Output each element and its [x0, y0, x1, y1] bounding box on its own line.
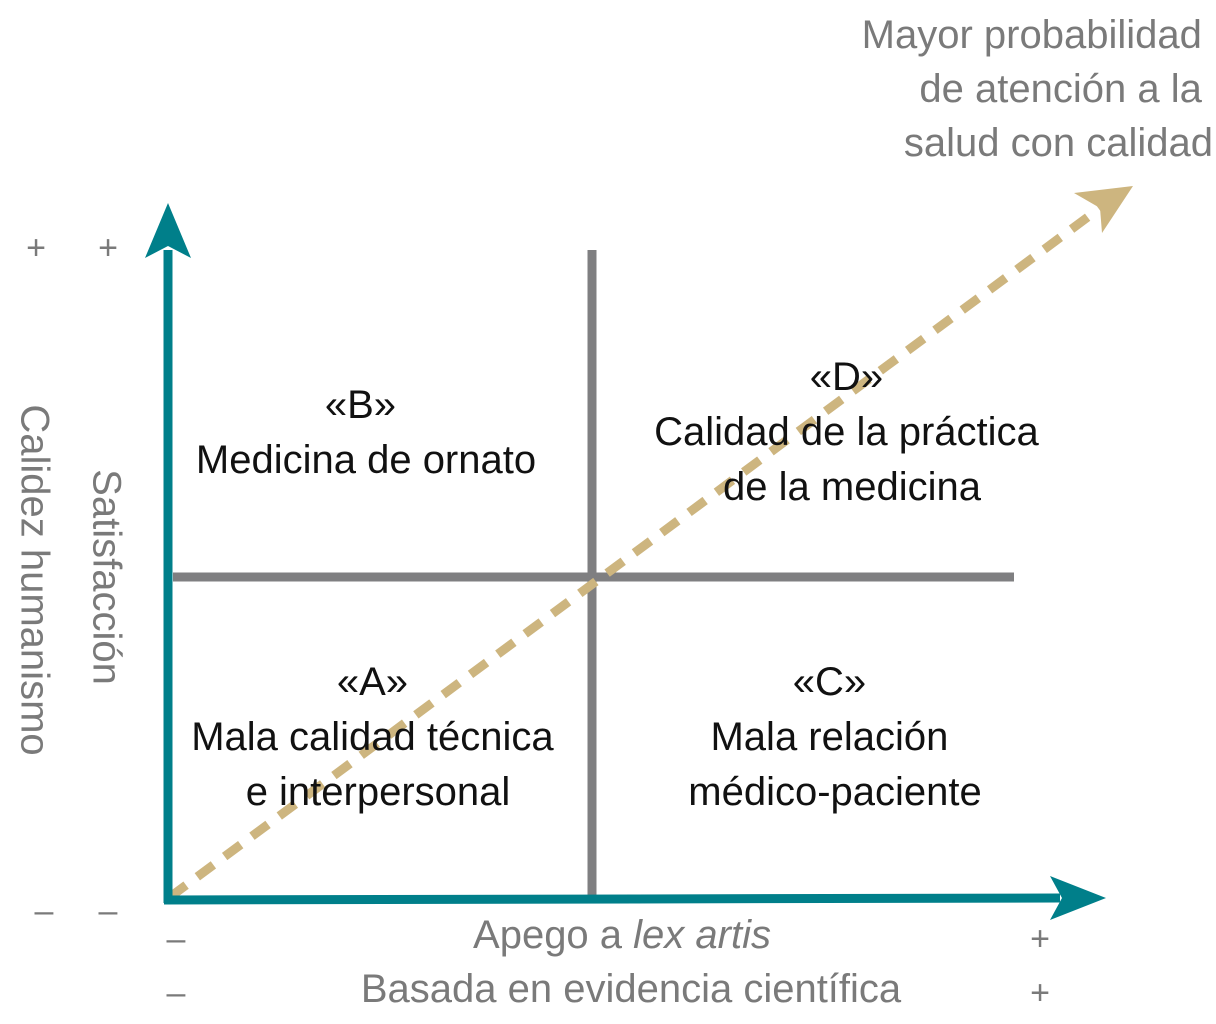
quadrant-a-line-1: Mala calidad técnica: [191, 715, 554, 759]
x-axis-line: [163, 893, 1061, 905]
y-outer-high-sign: +: [26, 229, 46, 267]
y-inner-low-sign: –: [99, 892, 118, 930]
quality-trend-arrowhead: [1074, 186, 1133, 233]
quadrant-c-tag: «C»: [793, 660, 866, 704]
y-outer-low-sign: –: [35, 892, 54, 930]
x-label2-high-sign: +: [1030, 974, 1050, 1012]
quadrant-b-tag: «B»: [325, 383, 396, 427]
x-label1-high-sign: +: [1030, 920, 1050, 958]
quadrant-d: «D» Calidad de la práctica de la medicin…: [654, 355, 1050, 509]
x-axis-label-1-prefix: Apego a: [473, 913, 633, 957]
quality-trend-line: [167, 204, 1103, 901]
trend-label-line-3: salud con calidad: [904, 121, 1213, 165]
trend-label-line-1: Mayor probabilidad: [862, 13, 1202, 57]
x-axis-arrowhead: [1050, 876, 1106, 920]
y-inner-high-sign: +: [98, 229, 118, 267]
quadrant-a: «A» Mala calidad técnica e interpersonal: [191, 660, 565, 814]
x-axis-label-1: Apego a lex artis: [473, 913, 771, 957]
x-label1-low-sign: –: [167, 920, 186, 958]
quadrant-d-line-1: Calidad de la práctica: [654, 410, 1039, 454]
quadrant-c: «C» Mala relación médico-paciente: [688, 660, 982, 814]
trend-label-line-2: de atención a la: [919, 67, 1202, 111]
x-axis-label-2: Basada en evidencia científica: [361, 967, 902, 1011]
trend-label: Mayor probabilidad de atención a la salu…: [862, 13, 1213, 165]
quadrant-d-tag: «D»: [810, 355, 883, 399]
quadrant-a-line-2: e interpersonal: [246, 770, 511, 814]
y-axis-inner-label: Satisfacción: [84, 469, 128, 685]
quadrant-a-tag: «A»: [337, 660, 408, 704]
y-axis-arrowhead: [145, 203, 191, 258]
quadrant-c-line-1: Mala relación: [710, 715, 948, 759]
quadrant-c-line-2: médico-paciente: [688, 770, 982, 814]
y-axis-outer-label: Calidez humanismo: [12, 404, 56, 755]
x-label2-low-sign: –: [167, 974, 186, 1012]
x-axis-label-1-italic: lex artis: [633, 913, 771, 957]
quadrant-d-line-2: de la medicina: [723, 465, 982, 509]
quadrant-b-line-1: Medicina de ornato: [196, 438, 536, 482]
quadrant-b: «B» Medicina de ornato: [196, 383, 536, 482]
